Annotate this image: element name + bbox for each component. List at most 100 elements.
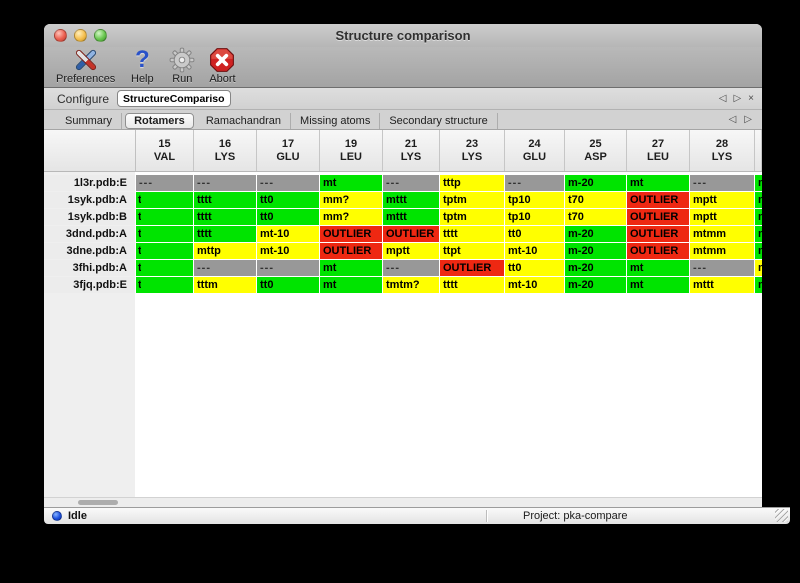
- rotamer-cell[interactable]: t: [136, 277, 193, 293]
- rotamer-cell[interactable]: tttt: [440, 277, 504, 293]
- rotamer-cell[interactable]: m-20: [565, 243, 626, 259]
- rotamer-cell[interactable]: m: [755, 277, 762, 293]
- rotamer-cell[interactable]: m: [755, 226, 762, 242]
- resize-grip[interactable]: [775, 509, 788, 522]
- rotamer-cell[interactable]: ---: [505, 175, 564, 191]
- rotamer-cell[interactable]: OUTLIER: [627, 243, 689, 259]
- rotamer-cell[interactable]: tttm: [194, 277, 256, 293]
- rotamer-cell[interactable]: tt0: [257, 192, 319, 208]
- rotamer-cell[interactable]: mt: [627, 175, 689, 191]
- close-config-icon[interactable]: ×: [748, 93, 754, 104]
- rotamer-cell[interactable]: t70: [565, 209, 626, 225]
- tab-rotamers[interactable]: Rotamers: [125, 112, 194, 129]
- rotamer-cell[interactable]: m-20: [565, 260, 626, 276]
- rotamer-cell[interactable]: tp10: [505, 209, 564, 225]
- rotamer-cell[interactable]: tmtm?: [383, 277, 439, 293]
- rotamer-cell[interactable]: mt-10: [505, 277, 564, 293]
- rotamer-cell[interactable]: m-20: [565, 277, 626, 293]
- rotamer-cell[interactable]: ---: [136, 175, 193, 191]
- rotamer-cell[interactable]: mm?: [320, 192, 382, 208]
- rotamer-cell[interactable]: OUTLIER: [320, 243, 382, 259]
- preferences-button[interactable]: Preferences: [56, 47, 115, 85]
- tab-missing-atoms[interactable]: Missing atoms: [291, 112, 381, 129]
- rotamer-cell[interactable]: mt-10: [257, 226, 319, 242]
- rotamer-cell[interactable]: m: [755, 243, 762, 259]
- rotamer-cell[interactable]: tt0: [505, 226, 564, 242]
- rotamer-cell[interactable]: mt: [627, 277, 689, 293]
- rotamer-cell[interactable]: tptm: [440, 209, 504, 225]
- rotamer-cell[interactable]: ---: [194, 175, 256, 191]
- rotamer-cell[interactable]: t: [136, 243, 193, 259]
- abort-button[interactable]: Abort: [209, 47, 236, 85]
- rotamer-cell[interactable]: mt: [627, 260, 689, 276]
- rotamer-cell[interactable]: tttt: [194, 226, 256, 242]
- rotamer-cell[interactable]: mtmm: [690, 226, 754, 242]
- rotamer-cell[interactable]: tt0: [505, 260, 564, 276]
- rotamer-cell[interactable]: m-20: [565, 226, 626, 242]
- rotamer-cell[interactable]: t: [136, 192, 193, 208]
- rotamer-cell[interactable]: m: [755, 209, 762, 225]
- rotamer-cell[interactable]: mttp: [194, 243, 256, 259]
- rotamer-cell[interactable]: t: [136, 260, 193, 276]
- rotamer-cell[interactable]: ---: [383, 175, 439, 191]
- prev-config-icon[interactable]: ◁: [718, 93, 727, 104]
- rotamer-cell[interactable]: mt: [320, 175, 382, 191]
- rotamer-cell[interactable]: t: [136, 209, 193, 225]
- horizontal-scrollbar[interactable]: [44, 497, 762, 507]
- tab-ramachandran[interactable]: Ramachandran: [196, 112, 292, 129]
- rotamer-cell[interactable]: mt-10: [257, 243, 319, 259]
- rotamer-cell[interactable]: OUTLIER: [627, 209, 689, 225]
- rotamer-cell[interactable]: mt: [320, 260, 382, 276]
- rotamer-cell[interactable]: tttt: [440, 226, 504, 242]
- rotamer-cell[interactable]: t: [136, 226, 193, 242]
- rotamer-cell[interactable]: OUTLIER: [320, 226, 382, 242]
- rotamer-cell[interactable]: OUTLIER: [440, 260, 504, 276]
- rotamer-cell[interactable]: m-20: [565, 175, 626, 191]
- rotamer-cell[interactable]: t70: [565, 192, 626, 208]
- rotamer-cell[interactable]: tt0: [257, 209, 319, 225]
- help-button[interactable]: ? Help: [129, 47, 155, 86]
- rotamer-cell[interactable]: ttpt: [440, 243, 504, 259]
- rotamer-cell[interactable]: ---: [690, 175, 754, 191]
- rotamer-cell[interactable]: OUTLIER: [383, 226, 439, 242]
- rotamer-cell[interactable]: tttt: [194, 192, 256, 208]
- minimize-window-button[interactable]: [74, 29, 87, 42]
- close-window-button[interactable]: [54, 29, 67, 42]
- tab-secondary-structure[interactable]: Secondary structure: [380, 112, 498, 129]
- rotamer-cell[interactable]: OUTLIER: [627, 226, 689, 242]
- rotamer-cell[interactable]: mttt: [383, 192, 439, 208]
- rotamer-cell[interactable]: mptt: [383, 243, 439, 259]
- rotamer-cell[interactable]: ---: [257, 260, 319, 276]
- row-label: 1l3r.pdb:E: [44, 175, 135, 191]
- rotamer-cell[interactable]: ---: [194, 260, 256, 276]
- rotamer-cell[interactable]: mptt: [690, 209, 754, 225]
- rotamer-cell[interactable]: m: [755, 192, 762, 208]
- next-tab-icon[interactable]: ▷: [744, 114, 752, 125]
- rotamer-cell[interactable]: ---: [257, 175, 319, 191]
- tab-summary[interactable]: Summary: [56, 112, 123, 129]
- rotamer-cell[interactable]: tt0: [257, 277, 319, 293]
- rotamer-cell[interactable]: tttp: [440, 175, 504, 191]
- rotamer-cell[interactable]: tptm: [440, 192, 504, 208]
- next-config-icon[interactable]: ▷: [733, 93, 742, 104]
- rotamer-cell[interactable]: OUTLIER: [627, 192, 689, 208]
- window-titlebar[interactable]: Structure comparison: [44, 24, 762, 47]
- horizontal-scrollbar-thumb[interactable]: [78, 500, 118, 505]
- rotamer-cell[interactable]: mt: [320, 277, 382, 293]
- rotamer-cell[interactable]: m: [755, 175, 762, 191]
- zoom-window-button[interactable]: [94, 29, 107, 42]
- rotamer-cell[interactable]: mptt: [690, 192, 754, 208]
- rotamer-cell[interactable]: m: [755, 260, 762, 276]
- configure-name-input[interactable]: [117, 90, 232, 107]
- rotamer-cell[interactable]: mttt: [383, 209, 439, 225]
- rotamer-cell[interactable]: ---: [690, 260, 754, 276]
- rotamer-cell[interactable]: mttt: [690, 277, 754, 293]
- rotamer-cell[interactable]: ---: [383, 260, 439, 276]
- rotamer-cell[interactable]: mm?: [320, 209, 382, 225]
- rotamer-cell[interactable]: mt-10: [505, 243, 564, 259]
- rotamer-cell[interactable]: tp10: [505, 192, 564, 208]
- rotamer-cell[interactable]: tttt: [194, 209, 256, 225]
- prev-tab-icon[interactable]: ◁: [728, 114, 737, 125]
- run-button[interactable]: Run: [169, 47, 195, 85]
- rotamer-cell[interactable]: mtmm: [690, 243, 754, 259]
